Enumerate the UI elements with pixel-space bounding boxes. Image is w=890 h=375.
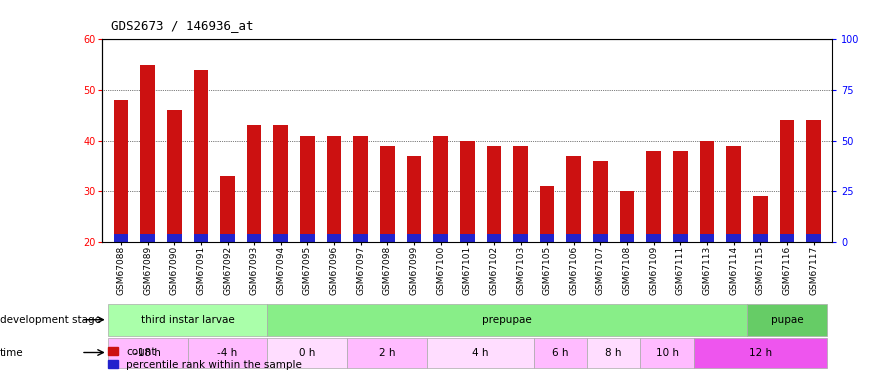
- Bar: [114, 234, 128, 242]
- Bar: [619, 191, 635, 242]
- Bar: [780, 234, 794, 242]
- Bar: [693, 338, 827, 368]
- Bar: [427, 338, 534, 368]
- Text: GDS2673 / 146936_at: GDS2673 / 146936_at: [111, 19, 254, 32]
- Bar: [646, 151, 661, 242]
- Bar: [534, 338, 587, 368]
- Bar: [593, 161, 608, 242]
- Bar: [273, 234, 288, 242]
- Text: pupae: pupae: [771, 315, 803, 325]
- Bar: [433, 234, 448, 242]
- Bar: [540, 186, 554, 242]
- Bar: [433, 136, 448, 242]
- Bar: [141, 234, 155, 242]
- Bar: [407, 156, 421, 242]
- Bar: [540, 234, 554, 242]
- Bar: [673, 234, 688, 242]
- Text: 4 h: 4 h: [473, 348, 489, 357]
- Bar: [806, 120, 821, 242]
- Bar: [108, 338, 188, 368]
- Bar: [380, 146, 394, 242]
- Bar: [460, 234, 474, 242]
- Bar: [327, 136, 342, 242]
- Bar: [753, 196, 767, 242]
- Text: 2 h: 2 h: [379, 348, 395, 357]
- Bar: [700, 141, 715, 242]
- Bar: [300, 136, 315, 242]
- Bar: [347, 338, 427, 368]
- Bar: [566, 234, 581, 242]
- Bar: [194, 234, 208, 242]
- Bar: [593, 234, 608, 242]
- Bar: [487, 234, 501, 242]
- Bar: [726, 234, 741, 242]
- Bar: [806, 234, 821, 242]
- Text: development stage: development stage: [0, 315, 101, 325]
- Bar: [268, 338, 347, 368]
- Bar: [141, 64, 155, 242]
- Bar: [700, 234, 715, 242]
- Bar: [167, 234, 182, 242]
- Bar: [673, 151, 688, 242]
- Bar: [247, 125, 262, 242]
- Bar: [353, 234, 368, 242]
- Bar: [273, 125, 288, 242]
- Bar: [460, 141, 474, 242]
- Bar: [220, 234, 235, 242]
- Bar: [300, 234, 315, 242]
- Bar: [587, 338, 641, 368]
- Text: time: time: [0, 348, 24, 357]
- Text: 6 h: 6 h: [552, 348, 569, 357]
- Text: third instar larvae: third instar larvae: [141, 315, 234, 325]
- Bar: [327, 234, 342, 242]
- Bar: [566, 156, 581, 242]
- Text: 10 h: 10 h: [656, 348, 678, 357]
- Text: -18 h: -18 h: [134, 348, 161, 357]
- Bar: [514, 146, 528, 242]
- Bar: [194, 70, 208, 242]
- Bar: [220, 176, 235, 242]
- Bar: [353, 136, 368, 242]
- Bar: [619, 234, 635, 242]
- Bar: [380, 234, 394, 242]
- Bar: [167, 110, 182, 242]
- Text: -4 h: -4 h: [217, 348, 238, 357]
- Bar: [747, 304, 827, 336]
- Text: prepupae: prepupae: [482, 315, 532, 325]
- Bar: [780, 120, 794, 242]
- Bar: [753, 234, 767, 242]
- Bar: [268, 304, 747, 336]
- Legend: count, percentile rank within the sample: count, percentile rank within the sample: [108, 346, 303, 370]
- Bar: [646, 234, 661, 242]
- Bar: [641, 338, 693, 368]
- Bar: [514, 234, 528, 242]
- Bar: [108, 304, 268, 336]
- Text: 0 h: 0 h: [299, 348, 316, 357]
- Text: 8 h: 8 h: [605, 348, 622, 357]
- Bar: [188, 338, 268, 368]
- Bar: [114, 100, 128, 242]
- Bar: [247, 234, 262, 242]
- Text: 12 h: 12 h: [748, 348, 772, 357]
- Bar: [487, 146, 501, 242]
- Bar: [726, 146, 741, 242]
- Bar: [407, 234, 421, 242]
